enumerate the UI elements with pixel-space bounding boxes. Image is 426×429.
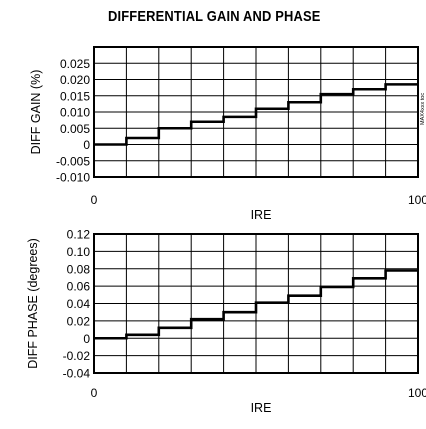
y-tick-label: 0 (83, 138, 90, 152)
y-tick-label: 0.020 (60, 73, 90, 87)
x-tick-label: 100 (408, 386, 426, 400)
y-tick-label: 0.025 (60, 57, 90, 71)
x-tick-label: 0 (91, 193, 98, 207)
y-tick-label: -0.005 (56, 154, 90, 168)
y-tick-label: 0.04 (67, 297, 91, 311)
y-tick-label: 0 (83, 332, 90, 346)
y-tick-label: 0.005 (60, 122, 90, 136)
y-axis-title: DIFF PHASE (degrees) (26, 238, 40, 369)
plot-frame (93, 46, 419, 178)
y-tick-label: 0.02 (67, 314, 91, 328)
y-tick-label: -0.010 (56, 171, 90, 185)
x-axis-title: IRE (251, 401, 272, 415)
y-tick-label: 0.015 (60, 89, 90, 103)
side-note-text: MAX4xxx toc (420, 93, 426, 125)
diff-phase-chart: 0.120.100.080.060.040.020-0.02-0.040 100I… (26, 228, 426, 416)
x-axis-title: IRE (251, 208, 272, 222)
series-step-line (94, 269, 418, 340)
x-tick-label: 100 (408, 193, 426, 207)
series-step-line (94, 83, 418, 146)
page-title: DIFFERENTIAL GAIN AND PHASE (108, 8, 321, 25)
x-tick-label: 0 (91, 386, 98, 400)
y-axis-title: DIFF GAIN (%) (29, 70, 43, 155)
y-tick-label: -0.04 (63, 367, 91, 381)
y-tick-label: 0.010 (60, 106, 90, 120)
y-tick-label: 0.10 (67, 245, 91, 259)
y-tick-label: 0.12 (67, 228, 91, 242)
plot-frame (93, 233, 419, 374)
y-tick-label: 0.06 (67, 280, 91, 294)
y-tick-label: -0.02 (63, 349, 91, 363)
y-tick-label: 0.08 (67, 262, 91, 276)
